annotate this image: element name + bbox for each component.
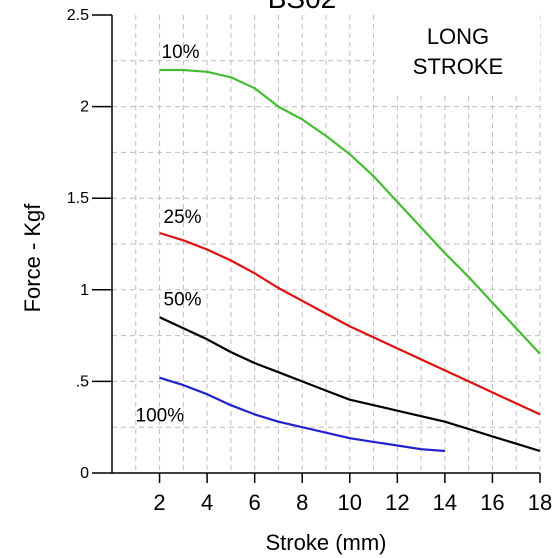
series-label: 10% (162, 42, 200, 63)
x-tick-label: 12 (385, 490, 409, 515)
series-line-10pct (159, 68, 541, 355)
chart-title: BS02 (268, 0, 337, 14)
series-label: 50% (164, 289, 202, 310)
x-tick-label: 4 (201, 490, 213, 515)
x-axis-label: Stroke (mm) (266, 530, 387, 555)
axes (111, 15, 540, 474)
series-line-50pct (159, 316, 541, 453)
annotation-line-2: STROKE (413, 54, 503, 79)
y-tick-label: 1.5 (67, 190, 89, 207)
annotation-line-1: LONG (427, 24, 489, 49)
y-tick-label: 1 (80, 282, 89, 299)
x-tick-label: 8 (296, 490, 308, 515)
y-tick-label: .5 (76, 373, 89, 390)
series-label: 25% (164, 207, 202, 228)
x-tick-label: 10 (338, 490, 362, 515)
y-tick-label: 2 (80, 99, 89, 116)
y-tick-label: 2.5 (67, 7, 89, 24)
x-tick-label: 18 (528, 490, 552, 515)
series-line-25pct (159, 231, 541, 416)
x-tick-label: 14 (433, 490, 457, 515)
series-labels: 10% 25% 50% 100% (136, 42, 202, 427)
ticks: 2 4 6 8 10 12 14 16 18 0 .5 1 1.5 2 2.5 (67, 7, 552, 515)
y-tick-label: 0 (80, 465, 89, 482)
x-tick-label: 16 (480, 490, 504, 515)
y-axis-label: Force - Kgf (20, 203, 45, 313)
series (159, 68, 541, 453)
x-tick-label: 6 (249, 490, 261, 515)
series-line-100pct (159, 376, 445, 453)
series-label: 100% (136, 406, 185, 427)
annotation-box: LONG STROKE (376, 15, 540, 95)
x-tick-label: 2 (153, 490, 165, 515)
